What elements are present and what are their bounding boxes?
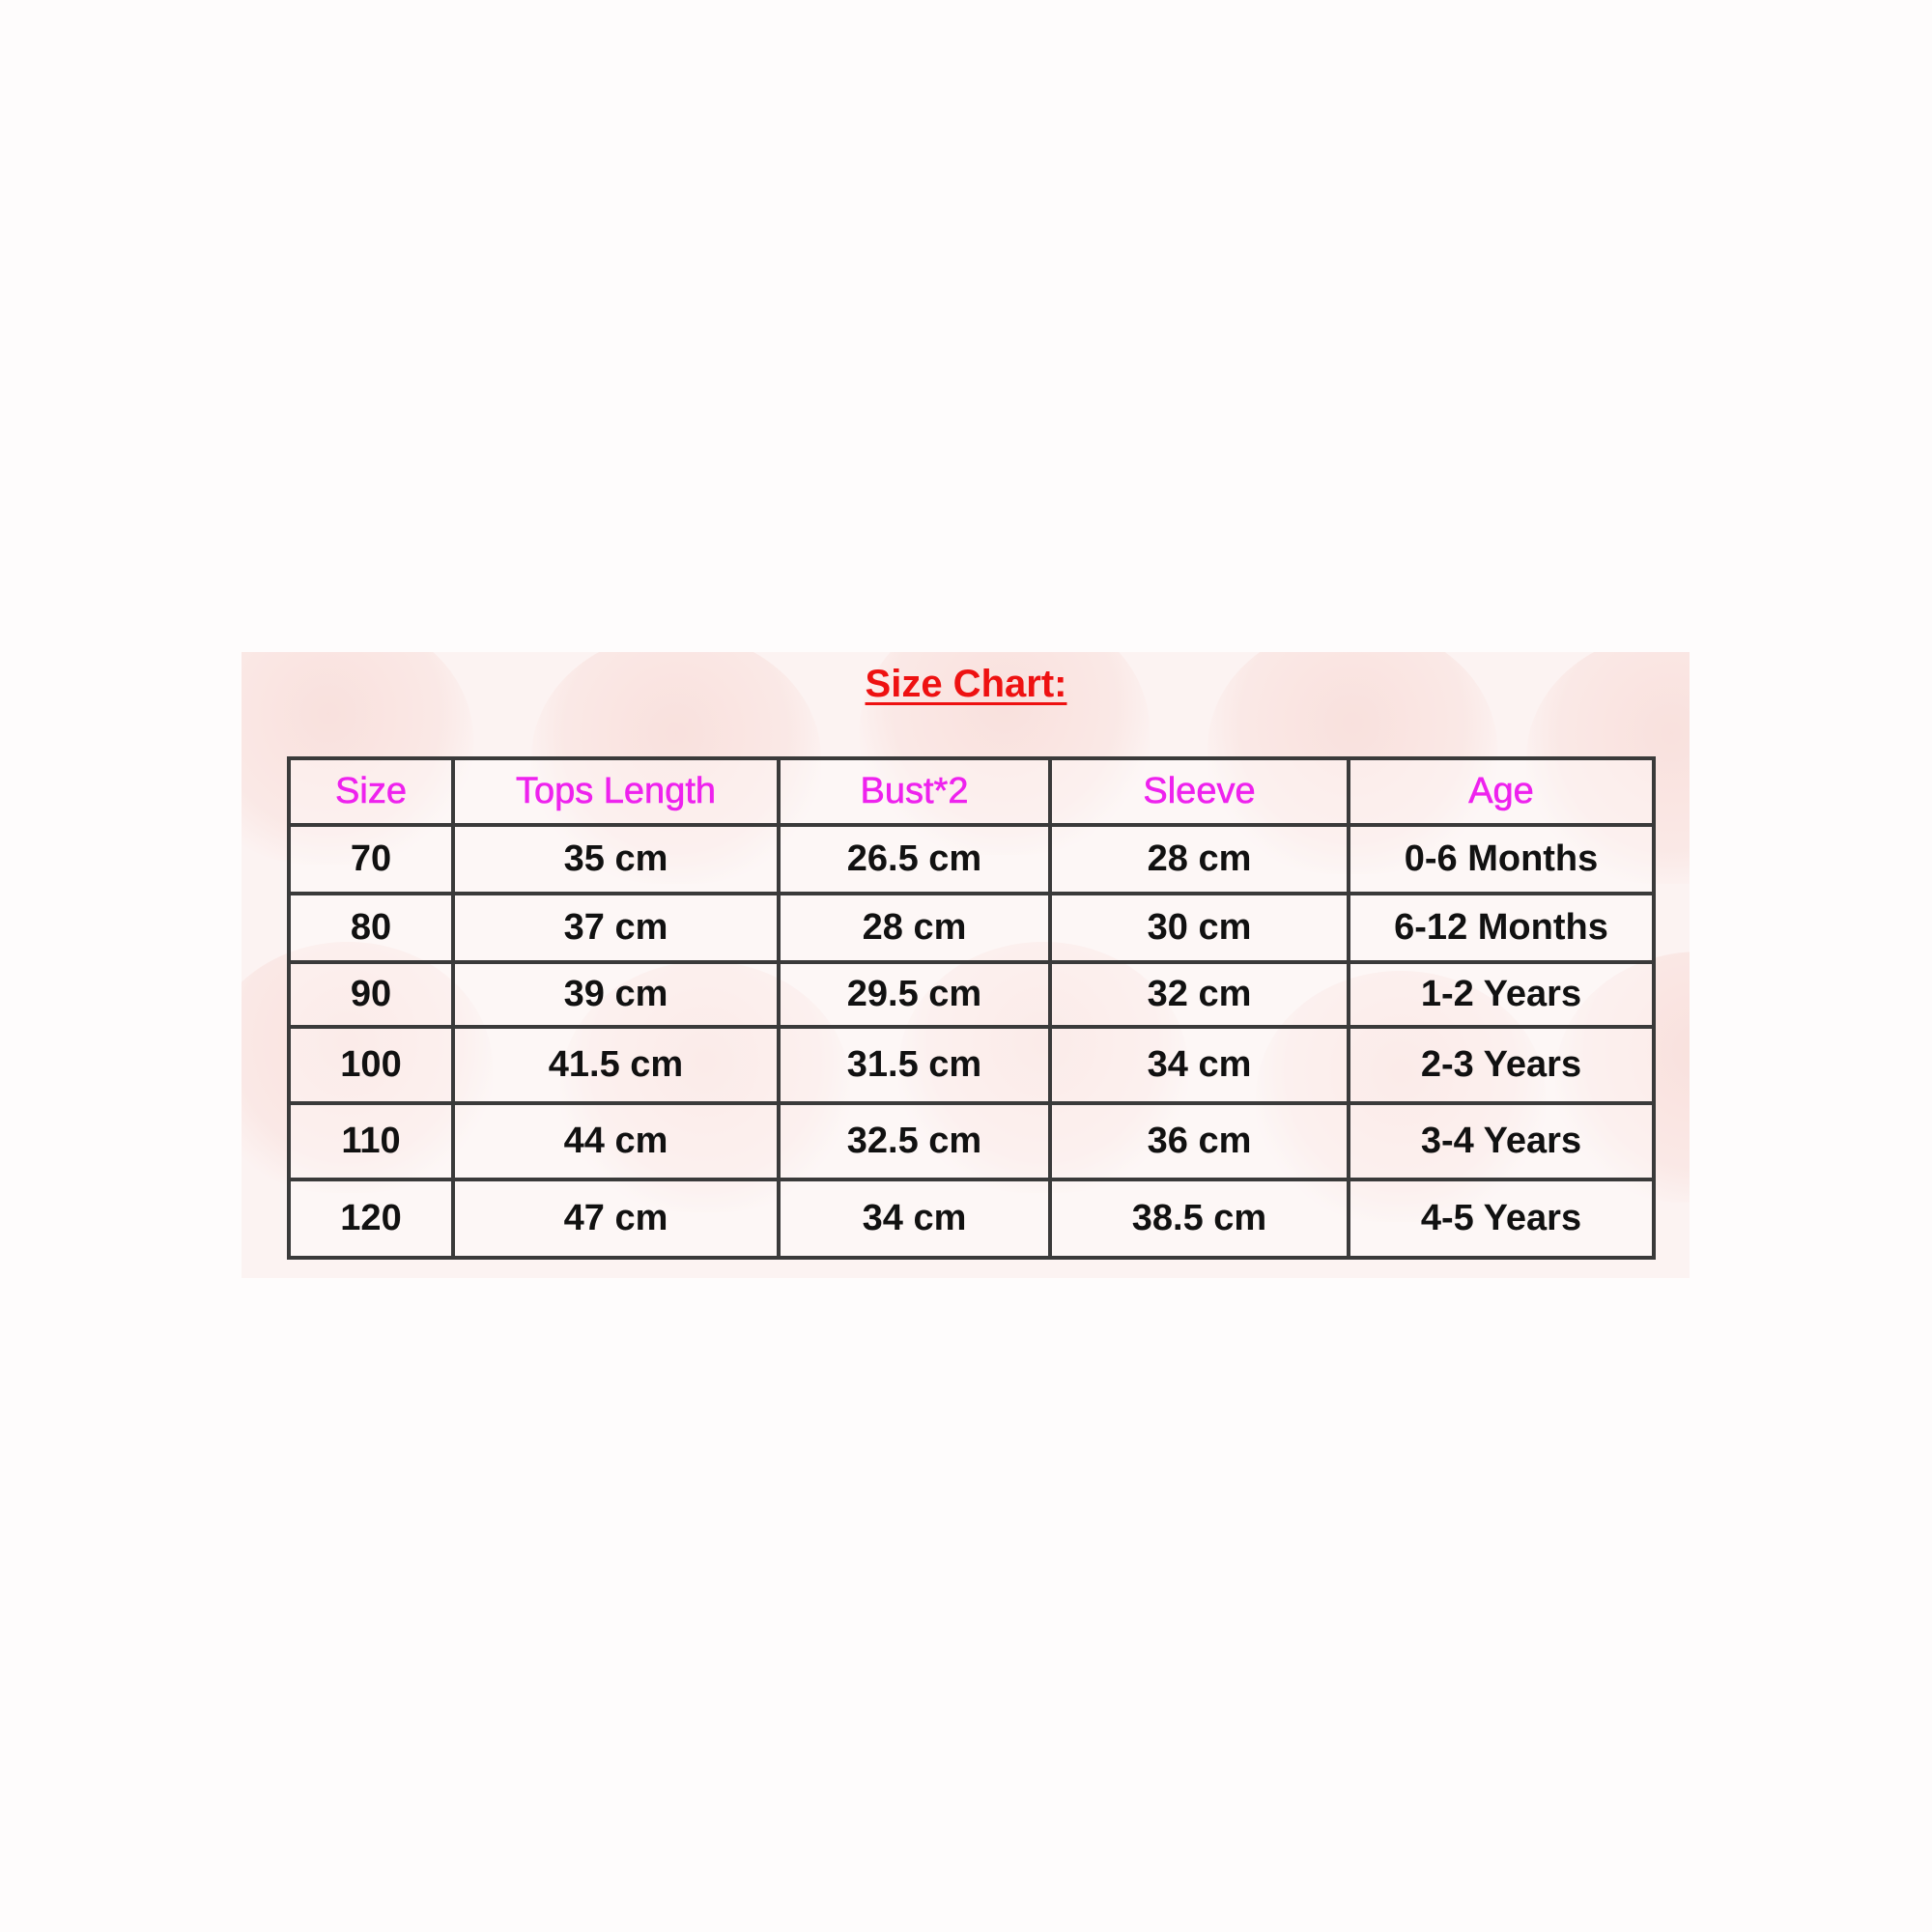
table-cell: 28 cm [1048,823,1350,895]
table-cell: 26.5 cm [777,823,1052,895]
table-row: 80 37 cm 28 cm 30 cm 6-12 Months [287,892,1656,964]
column-header: Tops Length [451,756,781,827]
table-cell: 41.5 cm [451,1025,781,1105]
header-row: Size Tops Length Bust*2 Sleeve Age [287,756,1656,827]
table-cell: 0-6 Months [1347,823,1656,895]
table-cell: 32.5 cm [777,1101,1052,1181]
table-row: 70 35 cm 26.5 cm 28 cm 0-6 Months [287,823,1656,895]
column-header: Size [287,756,455,827]
table-cell: 44 cm [451,1101,781,1181]
table-cell: 39 cm [451,960,781,1029]
table-cell: 110 [287,1101,455,1181]
size-chart-title: Size Chart: [865,663,1067,705]
table-cell: 28 cm [777,892,1052,964]
table-row: 120 47 cm 34 cm 38.5 cm 4-5 Years [287,1178,1656,1260]
column-header: Sleeve [1048,756,1350,827]
table-cell: 4-5 Years [1347,1178,1656,1260]
table-cell: 3-4 Years [1347,1101,1656,1181]
table-cell: 31.5 cm [777,1025,1052,1105]
table-cell: 29.5 cm [777,960,1052,1029]
table-cell: 32 cm [1048,960,1350,1029]
table-cell: 100 [287,1025,455,1105]
table-cell: 120 [287,1178,455,1260]
table-row: 90 39 cm 29.5 cm 32 cm 1-2 Years [287,960,1656,1029]
table-cell: 2-3 Years [1347,1025,1656,1105]
column-header: Bust*2 [777,756,1052,827]
table-cell: 34 cm [777,1178,1052,1260]
table-cell: 38.5 cm [1048,1178,1350,1260]
table-cell: 36 cm [1048,1101,1350,1181]
table-cell: 70 [287,823,455,895]
table-cell: 6-12 Months [1347,892,1656,964]
table-cell: 35 cm [451,823,781,895]
table-cell: 37 cm [451,892,781,964]
table-cell: 34 cm [1048,1025,1350,1105]
table-cell: 1-2 Years [1347,960,1656,1029]
table-row: 110 44 cm 32.5 cm 36 cm 3-4 Years [287,1101,1656,1181]
size-chart-table: Size Tops Length Bust*2 Sleeve Age 70 35 cm 26… [287,756,1656,1260]
table-cell: 90 [287,960,455,1029]
table-cell: 30 cm [1048,892,1350,964]
table-row: 100 41.5 cm 31.5 cm 34 cm 2-3 Years [287,1025,1656,1105]
column-header: Age [1347,756,1656,827]
table-cell: 80 [287,892,455,964]
table-cell: 47 cm [451,1178,781,1260]
